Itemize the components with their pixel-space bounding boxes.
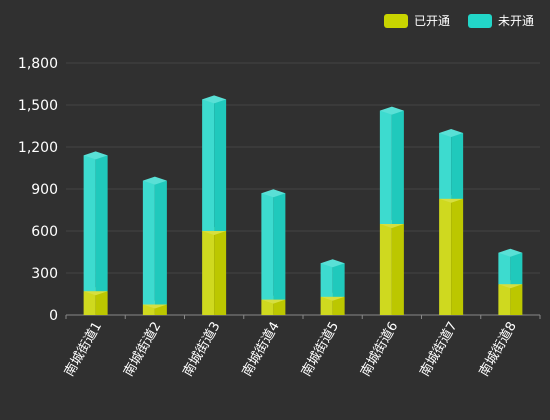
bar-face-right [451,133,464,199]
bar-face-left [439,198,452,315]
bar-face-left [202,99,215,232]
bar-opened [439,194,464,315]
bar-face-left [142,304,155,315]
bar-face-right [214,231,227,315]
bar-unopened [83,151,108,292]
bar-face-right [332,296,345,315]
bar-face-right [154,304,167,315]
bar-unopened [261,189,286,300]
bar-face-right [154,180,167,305]
x-tick-label: 南城街道7 [417,319,461,379]
y-tick-label: 900 [31,182,58,198]
bar-top [379,106,404,115]
legend-swatch-unopened [467,13,492,28]
bar-face-right [510,284,523,315]
bar-unopened [439,129,464,199]
bar-unopened [142,176,167,305]
legend-item-opened[interactable]: 已开通 [383,12,450,29]
legend-label-opened: 已开通 [413,14,450,28]
bar-face-left [320,296,333,315]
bar-top [202,95,227,104]
bar-opened [498,280,523,315]
bar-face-left [83,155,96,292]
bar-face-right [273,193,286,300]
bar-unopened [498,248,523,285]
x-tick-label: 南城街道5 [298,319,342,379]
bar-top [439,129,464,137]
bar-face-left [498,284,511,315]
bar-unopened [379,106,404,224]
x-tick-label: 南城街道6 [357,319,401,379]
y-axis: 0 300 600 900 1,200 1,500 1,800 [18,56,58,324]
bar-unopened [320,259,345,297]
bar-face-right [332,263,345,297]
grid-lines [66,62,540,274]
bar-face-right [95,155,108,292]
y-tick-label: 1,800 [18,56,58,72]
bar-top [261,189,286,198]
bar-face-right [391,224,404,315]
legend-swatch-opened [383,13,408,28]
bar-face-right [391,110,404,224]
x-tick-label: 南城街道2 [120,319,164,379]
bar-face-left [202,231,215,315]
x-tick-label: 南城街道4 [239,319,283,379]
bar-top [498,248,523,257]
x-axis: 南城街道1 南城街道2 南城街道3 南城街道4 南城街道5 南城街道6 南城街道7 南城街道8 [61,314,541,379]
bar-face-left [261,193,274,300]
legend-label-unopened: 未开通 [497,14,534,28]
y-tick-label: 1,500 [18,98,58,114]
bar-opened [202,227,227,315]
bar-opened [379,220,404,315]
bar-face-right [95,291,108,315]
legend-item-unopened[interactable]: 未开通 [467,12,534,29]
x-tick-label: 南城街道1 [61,319,105,379]
bar-top [142,176,167,185]
bars [83,95,523,315]
bar-face-left [439,133,452,199]
bar-face-left [320,263,333,297]
x-tick-label: 南城街道3 [180,319,224,379]
y-tick-label: 0 [49,308,58,324]
y-tick-label: 300 [31,266,58,282]
x-tick-label: 南城街道8 [476,319,520,379]
bar-face-right [273,299,286,315]
bar-face-right [510,252,523,285]
bar-face-left [142,180,155,305]
bar-top [83,151,108,160]
bar-face-left [498,252,511,285]
bar-face-left [83,291,96,315]
y-tick-label: 600 [31,224,58,240]
y-tick-label: 1,200 [18,140,58,156]
legend: 已开通 未开通 [383,12,534,29]
bar-face-left [379,110,392,224]
bar-face-right [214,99,227,232]
bar-unopened [202,95,227,232]
bar-face-left [379,224,392,315]
bar-face-right [451,198,464,315]
bar-top [320,259,345,268]
bar-opened [83,287,108,315]
bar-face-left [261,299,274,315]
